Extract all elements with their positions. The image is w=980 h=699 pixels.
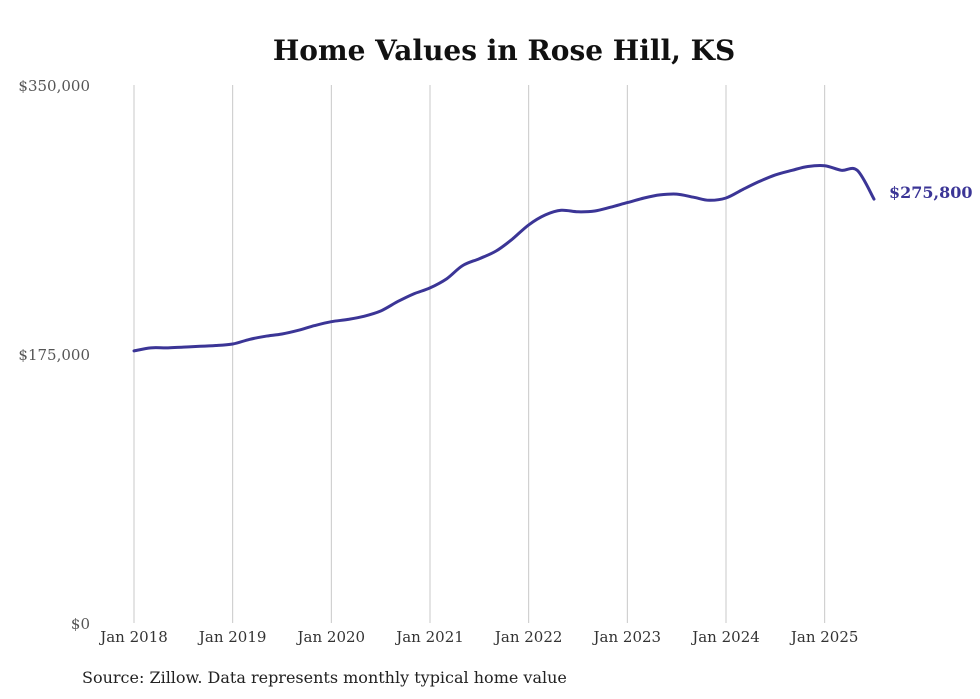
x-tick-label: Jan 2021 <box>394 628 464 646</box>
x-tick-label: Jan 2023 <box>592 628 662 646</box>
x-tick-label: Jan 2018 <box>98 628 168 646</box>
source-note: Source: Zillow. Data represents monthly … <box>82 668 567 687</box>
series-line <box>132 163 876 353</box>
y-tick-label: $350,000 <box>18 77 90 95</box>
x-tick-label: Jan 2019 <box>197 628 267 646</box>
x-tick-label: Jan 2024 <box>690 628 760 646</box>
end-value-label: $275,800 <box>889 183 973 202</box>
x-tick-label: Jan 2022 <box>493 628 563 646</box>
y-axis-ticks: $0 $175,000 $350,000 <box>18 77 90 633</box>
x-axis-ticks: Jan 2018 Jan 2019 Jan 2020 Jan 2021 Jan 2022… <box>98 628 858 646</box>
x-tick-label: Jan 2020 <box>296 628 366 646</box>
chart-title: Home Values in Rose Hill, KS <box>273 34 735 67</box>
x-tick-label: Jan 2025 <box>789 628 859 646</box>
y-tick-label: $0 <box>71 615 90 633</box>
y-tick-label: $175,000 <box>18 346 90 364</box>
gridlines <box>133 85 826 623</box>
